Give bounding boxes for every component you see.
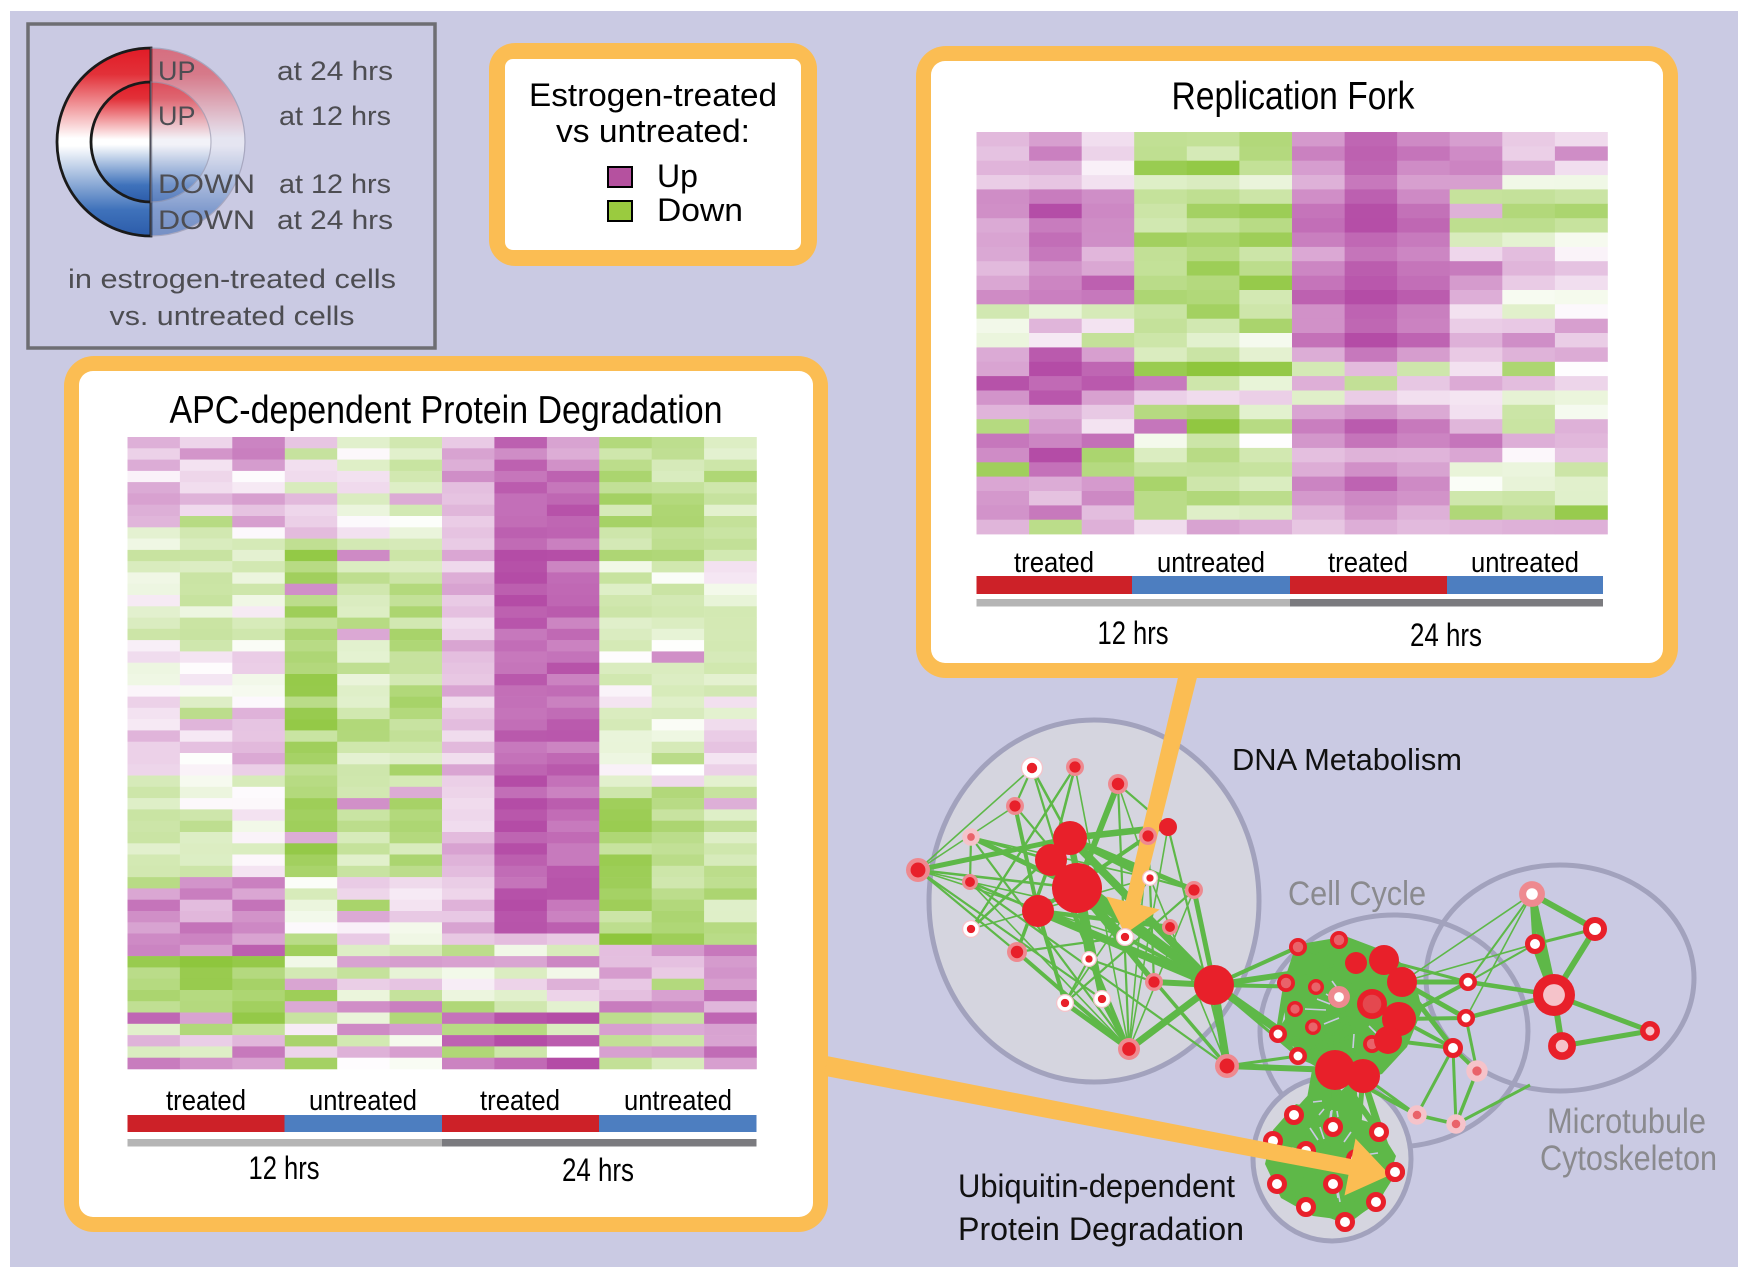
- svg-text:vs. untreated cells: vs. untreated cells: [110, 301, 355, 331]
- svg-text:Cell Cycle: Cell Cycle: [1288, 875, 1426, 913]
- svg-text:DNA Metabolism: DNA Metabolism: [1232, 742, 1462, 777]
- svg-text:Up: Up: [657, 158, 698, 194]
- svg-text:24 hrs: 24 hrs: [562, 1152, 634, 1188]
- svg-text:DOWN: DOWN: [158, 169, 255, 199]
- svg-text:treated: treated: [480, 1085, 560, 1117]
- svg-text:24 hrs: 24 hrs: [1410, 617, 1482, 653]
- svg-text:Microtubule: Microtubule: [1547, 1102, 1706, 1141]
- svg-text:untreated: untreated: [1471, 547, 1579, 579]
- svg-text:treated: treated: [166, 1085, 246, 1117]
- svg-text:12 hrs: 12 hrs: [1098, 615, 1169, 651]
- svg-text:treated: treated: [1328, 547, 1408, 579]
- svg-text:at 24 hrs: at 24 hrs: [277, 56, 393, 86]
- svg-text:Cytoskeleton: Cytoskeleton: [1540, 1139, 1717, 1178]
- svg-text:12 hrs: 12 hrs: [249, 1150, 320, 1186]
- svg-text:Down: Down: [657, 192, 743, 228]
- svg-text:Estrogen-treated: Estrogen-treated: [529, 77, 777, 113]
- svg-text:Replication Fork: Replication Fork: [1172, 75, 1415, 118]
- svg-text:vs untreated:: vs untreated:: [556, 113, 750, 149]
- svg-text:UP: UP: [158, 56, 196, 86]
- svg-text:UP: UP: [158, 101, 196, 131]
- svg-text:at 12 hrs: at 12 hrs: [279, 101, 391, 131]
- svg-text:untreated: untreated: [624, 1085, 732, 1117]
- svg-text:Protein Degradation: Protein Degradation: [958, 1211, 1244, 1247]
- svg-text:at 24 hrs: at 24 hrs: [277, 205, 393, 235]
- svg-text:untreated: untreated: [1157, 547, 1265, 579]
- svg-text:untreated: untreated: [309, 1085, 417, 1117]
- svg-text:Ubiquitin-dependent: Ubiquitin-dependent: [958, 1168, 1235, 1204]
- svg-text:in estrogen-treated cells: in estrogen-treated cells: [68, 264, 396, 294]
- svg-text:treated: treated: [1014, 547, 1094, 579]
- svg-text:at 12 hrs: at 12 hrs: [279, 169, 391, 199]
- svg-text:DOWN: DOWN: [158, 205, 255, 235]
- svg-text:APC-dependent Protein Degradat: APC-dependent Protein Degradation: [170, 389, 723, 432]
